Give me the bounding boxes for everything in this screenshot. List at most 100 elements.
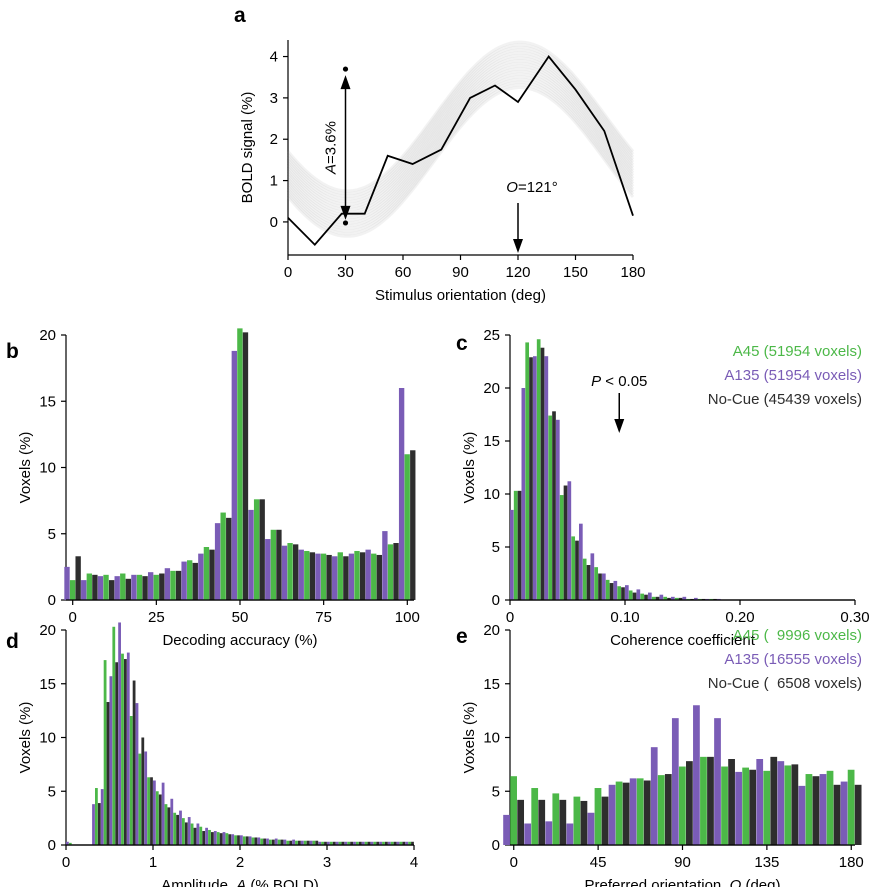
panel-e-x-axis-label-var: O	[730, 877, 742, 887]
panel-d-bar-a135	[387, 841, 391, 845]
panel-e-bar-nocue	[749, 769, 757, 845]
panel-d-bar-a45	[390, 841, 394, 845]
panel-d-bar-nocue	[298, 840, 301, 845]
panel-a-amplitude-value: =3.6%	[323, 121, 340, 164]
panel-c-bar-a135	[567, 481, 572, 600]
panel-a-x-tick-label: 180	[620, 264, 645, 281]
panel-b-bar-nocue	[125, 578, 132, 600]
panel-e-y-tick-label: 5	[492, 783, 500, 800]
panel-d-bar-nocue	[202, 831, 206, 845]
panel-d-bar-nocue	[341, 841, 345, 845]
panel-d-bar-a135	[396, 841, 400, 845]
panel-e-bar-a45	[805, 774, 813, 845]
panel-b-bar-a135	[231, 350, 237, 600]
panel-a-x-tick-label: 60	[395, 264, 412, 281]
panel-c-bar-a45	[640, 593, 645, 600]
panel-b-bar-nocue	[410, 450, 416, 600]
panel-b-y-tick-label: 15	[39, 393, 56, 410]
panel-d-bar-nocue	[245, 836, 249, 845]
panel-e-bar-a45	[594, 788, 602, 845]
panel-d-bar-a135	[300, 840, 304, 845]
panel-b-bar-a135	[298, 549, 304, 600]
panel-c-bar-a135	[510, 509, 514, 600]
panel-d-y-tick-label: 5	[48, 783, 56, 800]
panel-b-bar-a135	[198, 553, 204, 600]
panel-d-bar-nocue	[263, 838, 266, 845]
panel-c-bar-a135	[636, 589, 641, 600]
panel-e-y-tick-label: 20	[483, 622, 500, 639]
panel-d-bar-nocue	[358, 841, 362, 845]
panel-d-bar-a45	[329, 841, 333, 845]
panel-c-bar-nocue	[563, 485, 568, 600]
panel-c-bar-a135	[659, 594, 664, 600]
panel-e-bar-nocue	[770, 756, 778, 845]
panel-d-bar-a135	[126, 652, 130, 845]
panel-b-bar-a45	[220, 512, 226, 600]
panel-b-bar-a135	[181, 561, 187, 600]
panel-e-bar-nocue	[664, 774, 672, 845]
panel-e-bar-a135	[650, 747, 658, 845]
panel-e-bar-a135	[735, 771, 742, 845]
panel-e-legend-nocue: No-Cue ( 6508 voxels)	[708, 675, 862, 692]
panel-d-bar-a135	[292, 839, 295, 845]
panel-e-x-axis-label-part: Preferred orientation,	[585, 877, 730, 887]
panel-e-bar-nocue	[707, 756, 714, 845]
panel-d-bar-nocue	[150, 777, 153, 845]
panel-c-y-tick-label: 20	[483, 380, 500, 397]
panel-d-bar-a135	[109, 676, 113, 845]
panel-c-bar-a135	[556, 419, 560, 600]
panel-b-x-tick-label: 25	[148, 609, 165, 626]
panel-d-bar-a45	[312, 840, 316, 845]
panel-d-bar-nocue	[124, 659, 127, 845]
panel-c-bar-a135	[682, 596, 687, 600]
panel-d-bar-a45	[121, 653, 124, 845]
panel-d-bar-a45	[147, 777, 150, 845]
panel-e-bar-a135	[693, 705, 700, 845]
panel-e-bar-a135	[819, 774, 827, 845]
panel-c-significance-label: P < 0.05	[591, 373, 647, 390]
panel-d-bar-a45	[303, 840, 307, 845]
panel-d-bar-a45	[382, 841, 385, 845]
panel-c-y-tick-label: 5	[492, 539, 500, 556]
panel-d-bar-a45	[225, 833, 229, 845]
panel-c-x-tick-label: 0.30	[840, 609, 869, 626]
panel-c-bar-a45	[651, 596, 656, 600]
panel-e-bar-nocue	[833, 784, 841, 845]
panel-a-orientation-var: O	[506, 179, 518, 196]
panel-d-bar-a45	[216, 832, 220, 845]
panel-d-bar-nocue	[132, 680, 136, 845]
panel-b-bar-a135	[147, 572, 154, 600]
panel-e-x-tick-label: 45	[590, 854, 607, 871]
panel-c-bar-a45	[663, 596, 668, 600]
panel-e-bar-a135	[566, 823, 574, 845]
panel-d-bar-a135	[318, 841, 322, 845]
panel-b-bar-a135	[81, 580, 87, 600]
panel-e-x-axis-label: Preferred orientation, O (deg)	[585, 877, 781, 887]
panel-b-bar-a45	[170, 570, 176, 600]
panel-d-bar-a45	[277, 839, 281, 845]
panel-c-bar-a45	[559, 495, 564, 600]
panel-c-bar-nocue	[632, 592, 637, 600]
panel-d-bar-a135	[179, 810, 182, 845]
panel-e-bar-a45	[531, 788, 539, 845]
panel-d-bar-nocue	[289, 840, 293, 845]
panel-b-bar-a135	[382, 531, 388, 600]
panel-e-x-axis-label-part: (deg)	[741, 877, 780, 887]
panel-a-x-axis-label: Stimulus orientation (deg)	[375, 287, 546, 304]
panel-e-bar-a135	[777, 761, 785, 845]
panel-b-bar-nocue	[92, 574, 98, 600]
panel-b-y-tick-label: 0	[48, 592, 56, 609]
panel-b-bar-nocue	[242, 332, 249, 600]
panel-c-bar-a135	[533, 356, 537, 600]
panel-c-legend-nocue: No-Cue (45439 voxels)	[708, 391, 862, 408]
panel-c-bar-a45	[628, 590, 633, 600]
panel-e-bar-a45	[510, 776, 517, 845]
panel-a-x-tick-label: 120	[505, 264, 530, 281]
panel-a-y-tick-label: 2	[270, 131, 278, 148]
panel-e-bar-a45	[615, 781, 623, 845]
panel-e-bar-a45	[742, 767, 750, 845]
panel-e-bar-a45	[700, 756, 707, 845]
panel-b-bar-a135	[365, 549, 371, 600]
panel-c-bar-a45	[536, 339, 541, 600]
